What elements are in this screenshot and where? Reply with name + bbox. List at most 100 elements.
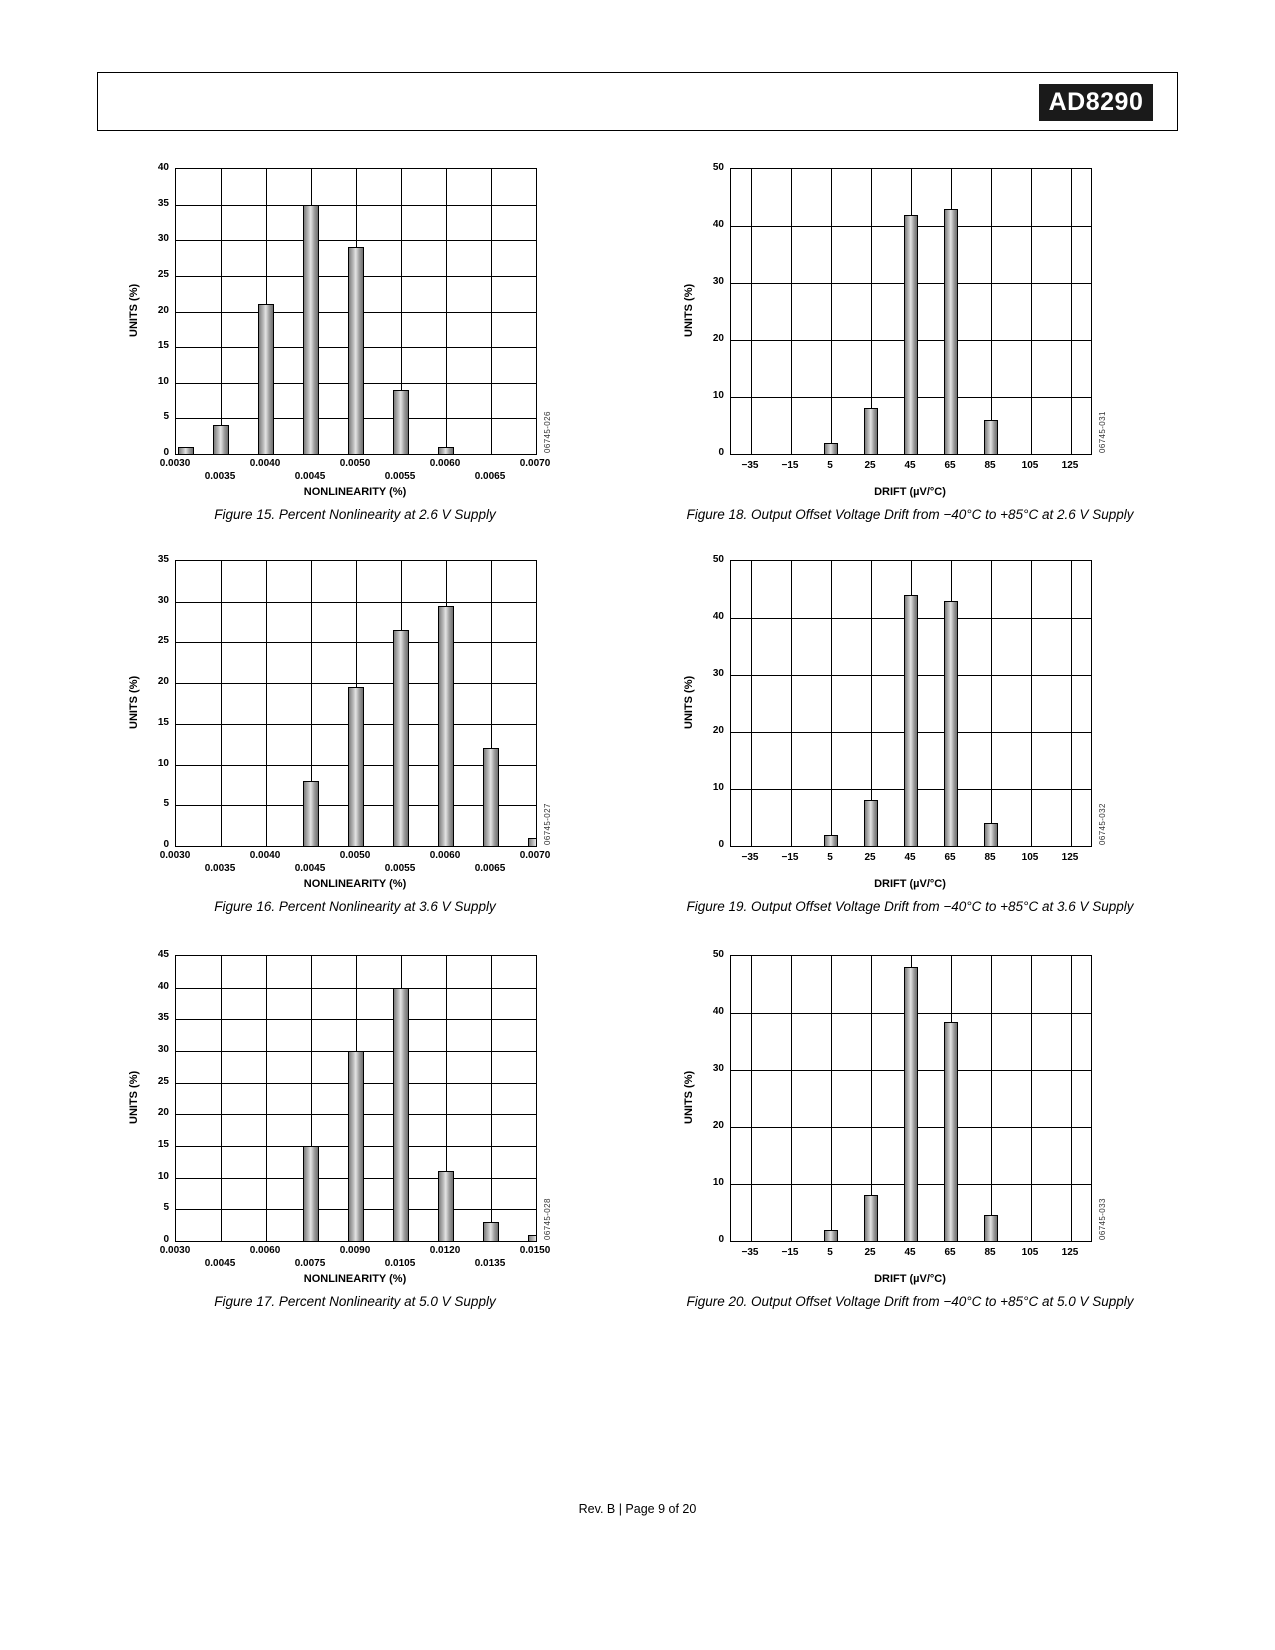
histogram-bar bbox=[348, 1051, 364, 1241]
y-tick-label: 0 bbox=[163, 447, 169, 458]
v-gridline bbox=[1031, 956, 1032, 1241]
v-gridline bbox=[991, 169, 992, 454]
y-axis-label: UNITS (%) bbox=[683, 283, 695, 338]
y-axis-label: UNITS (%) bbox=[683, 675, 695, 730]
histogram-bar bbox=[528, 1235, 536, 1241]
y-tick-label: 0 bbox=[718, 1234, 724, 1245]
v-gridline bbox=[1071, 169, 1072, 454]
chart-figure-19: UNITS (%) 0 10 20 30 40 50 −35 −15 5 25 45 65 85 105 12… bbox=[680, 554, 1134, 922]
x-tick-label: 0.0045 bbox=[294, 471, 326, 482]
y-tick-label: 45 bbox=[157, 949, 169, 960]
histogram-bar bbox=[904, 595, 918, 846]
v-gridline bbox=[221, 561, 222, 846]
histogram-bar bbox=[944, 601, 958, 846]
y-tick-label: 40 bbox=[712, 219, 724, 230]
histogram-bar bbox=[483, 748, 499, 846]
x-tick-label: 0.0060 bbox=[249, 1245, 281, 1256]
x-tick-label: 0.0045 bbox=[204, 1258, 236, 1269]
v-gridline bbox=[311, 561, 312, 846]
x-axis-label: NONLINEARITY (%) bbox=[303, 1273, 407, 1285]
y-tick-label: 25 bbox=[157, 1075, 169, 1087]
y-tick-label: 10 bbox=[712, 782, 724, 793]
histogram-bar bbox=[393, 390, 409, 454]
x-tick-label: 105 bbox=[1021, 852, 1039, 863]
v-gridline bbox=[791, 169, 792, 454]
y-tick-label: 10 bbox=[712, 1177, 724, 1188]
histogram-bar bbox=[438, 606, 454, 846]
y-tick-label: 35 bbox=[157, 1012, 169, 1024]
x-tick-label: −15 bbox=[781, 460, 799, 471]
y-axis-label: UNITS (%) bbox=[683, 1070, 695, 1125]
page-header: AD8290 bbox=[97, 72, 1178, 131]
v-gridline bbox=[831, 956, 832, 1241]
x-tick-label: 0.0135 bbox=[474, 1258, 506, 1269]
x-tick-label: 0.0150 bbox=[519, 1245, 551, 1256]
y-tick-label: 20 bbox=[157, 1107, 169, 1119]
x-tick-label: 0.0030 bbox=[159, 458, 191, 469]
histogram-bar bbox=[864, 800, 878, 846]
figure-code: 06745-027 bbox=[543, 803, 552, 845]
histogram-bar bbox=[824, 835, 838, 846]
figure-code: 06745-031 bbox=[1098, 411, 1107, 453]
histogram-bar bbox=[348, 687, 364, 846]
y-tick-label: 30 bbox=[157, 1044, 169, 1055]
chart-figure-20: UNITS (%) 0 10 20 30 40 50 −35 −15 5 25 45 65 85 105 12… bbox=[680, 949, 1134, 1317]
y-tick-label: 30 bbox=[712, 1063, 724, 1074]
x-tick-label: 45 bbox=[904, 852, 916, 863]
histogram-bar bbox=[984, 1215, 998, 1241]
part-number: AD8290 bbox=[1048, 88, 1144, 116]
v-gridline bbox=[311, 956, 312, 1241]
page-footer: Rev. B | Page 9 of 20 bbox=[578, 1502, 697, 1516]
x-tick-label: 0.0035 bbox=[204, 863, 236, 874]
histogram-bar bbox=[303, 205, 319, 454]
chart-figure-17: UNITS (%) 0 5 10 15 20 25 30 35 40 45 0.0030 0.0045 0… bbox=[125, 949, 565, 1317]
histogram-bar bbox=[904, 967, 918, 1241]
histogram-bar bbox=[864, 1195, 878, 1241]
v-gridline bbox=[991, 561, 992, 846]
x-tick-label: 0.0045 bbox=[294, 863, 326, 874]
v-gridline bbox=[491, 561, 492, 846]
plot-area bbox=[730, 955, 1092, 1242]
v-gridline bbox=[1071, 561, 1072, 846]
v-gridline bbox=[871, 561, 872, 846]
v-gridline bbox=[791, 561, 792, 846]
plot-area bbox=[730, 560, 1092, 847]
v-gridline bbox=[221, 169, 222, 454]
x-tick-label: 65 bbox=[944, 852, 956, 863]
v-gridline bbox=[751, 169, 752, 454]
y-tick-label: 15 bbox=[157, 1139, 169, 1150]
v-gridline bbox=[831, 169, 832, 454]
y-tick-label: 15 bbox=[157, 340, 169, 352]
x-tick-label: 5 bbox=[827, 460, 833, 471]
x-tick-label: 0.0040 bbox=[249, 850, 281, 861]
x-tick-label: 0.0050 bbox=[339, 458, 371, 469]
x-tick-label: 0.0030 bbox=[159, 1245, 191, 1256]
histogram-bar bbox=[438, 447, 454, 454]
x-tick-label: 0.0090 bbox=[339, 1245, 371, 1256]
y-tick-label: 25 bbox=[157, 635, 169, 647]
v-gridline bbox=[491, 956, 492, 1241]
y-tick-label: 10 bbox=[157, 1170, 169, 1182]
histogram-bar bbox=[824, 1230, 838, 1241]
y-tick-label: 50 bbox=[712, 949, 724, 960]
figure-code: 06745-028 bbox=[543, 1198, 552, 1240]
y-tick-label: 30 bbox=[712, 668, 724, 679]
v-gridline bbox=[446, 169, 447, 454]
v-gridline bbox=[221, 956, 222, 1241]
histogram-bar bbox=[944, 209, 958, 454]
v-gridline bbox=[1031, 169, 1032, 454]
x-tick-label: −35 bbox=[741, 460, 759, 471]
x-tick-label: 0.0065 bbox=[474, 471, 506, 482]
y-tick-label: 10 bbox=[712, 390, 724, 401]
y-tick-label: 15 bbox=[157, 716, 169, 728]
figure-caption: Figure 17. Percent Nonlinearity at 5.0 V… bbox=[214, 1294, 496, 1309]
v-gridline bbox=[871, 956, 872, 1241]
y-tick-label: 50 bbox=[712, 162, 724, 173]
figure-code: 06745-032 bbox=[1098, 803, 1107, 845]
x-tick-label: 25 bbox=[864, 1247, 876, 1258]
x-tick-label: 85 bbox=[984, 460, 996, 471]
figure-caption: Figure 16. Percent Nonlinearity at 3.6 V… bbox=[214, 899, 496, 914]
histogram-bar bbox=[438, 1171, 454, 1241]
x-tick-label: 25 bbox=[864, 460, 876, 471]
figure-code: 06745-033 bbox=[1098, 1198, 1107, 1240]
